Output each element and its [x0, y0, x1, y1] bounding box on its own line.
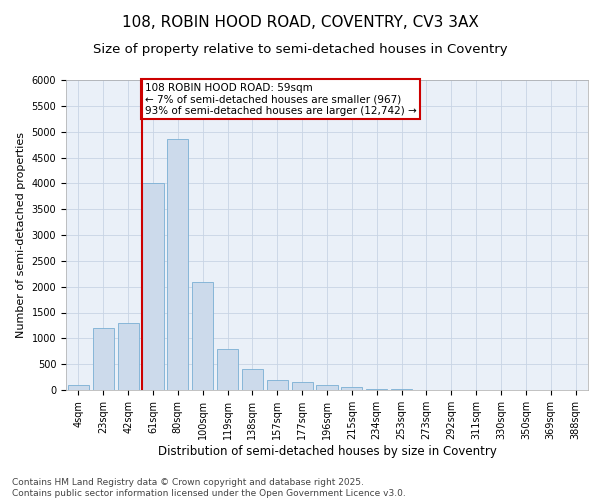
Text: 108, ROBIN HOOD ROAD, COVENTRY, CV3 3AX: 108, ROBIN HOOD ROAD, COVENTRY, CV3 3AX	[122, 15, 478, 30]
Y-axis label: Number of semi-detached properties: Number of semi-detached properties	[16, 132, 26, 338]
Bar	[142, 184, 164, 390]
Bar	[217, 348, 238, 390]
Text: Size of property relative to semi-detached houses in Coventry: Size of property relative to semi-detach…	[92, 42, 508, 56]
Bar	[192, 282, 213, 390]
Bar	[118, 323, 139, 390]
Bar	[167, 140, 188, 390]
Bar	[316, 385, 338, 390]
Bar	[341, 388, 362, 390]
Text: 108 ROBIN HOOD ROAD: 59sqm
← 7% of semi-detached houses are smaller (967)
93% of: 108 ROBIN HOOD ROAD: 59sqm ← 7% of semi-…	[145, 82, 416, 116]
Bar	[292, 382, 313, 390]
X-axis label: Distribution of semi-detached houses by size in Coventry: Distribution of semi-detached houses by …	[158, 444, 496, 458]
Bar	[242, 370, 263, 390]
Text: Contains HM Land Registry data © Crown copyright and database right 2025.
Contai: Contains HM Land Registry data © Crown c…	[12, 478, 406, 498]
Bar	[366, 389, 387, 390]
Bar	[68, 385, 89, 390]
Bar	[267, 380, 288, 390]
Bar	[93, 328, 114, 390]
